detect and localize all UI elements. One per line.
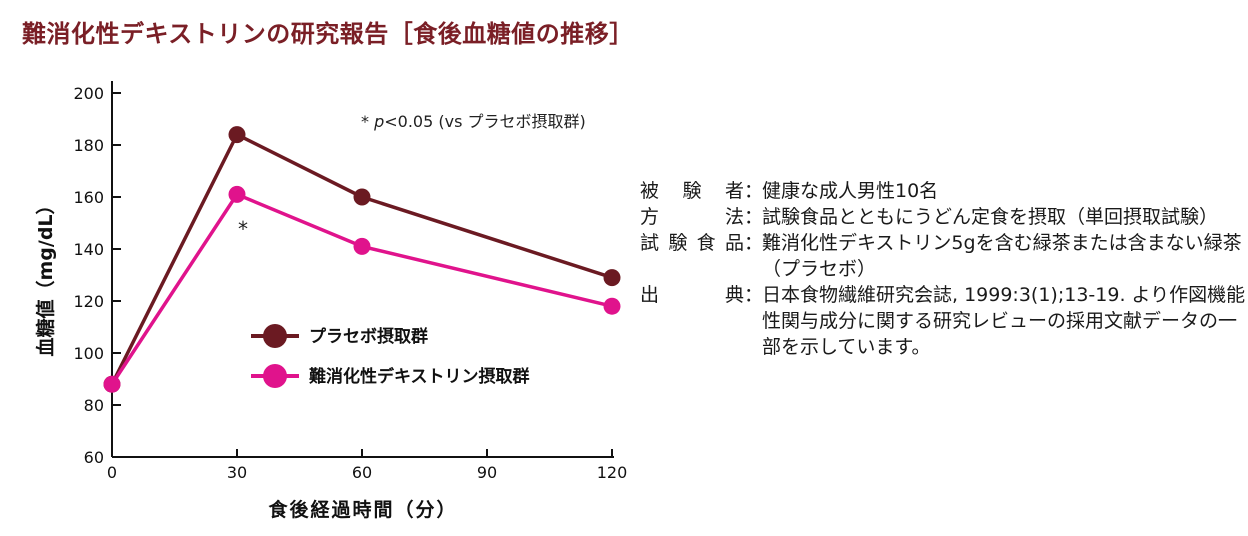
data-point xyxy=(228,126,246,144)
detail-row: 方法：試験食品とともにうどん定食を摂取（単回摂取試験） xyxy=(640,204,1246,230)
study-details: 被験者：健康な成人男性10名 方法：試験食品とともにうどん定食を摂取（単回摂取試験… xyxy=(640,178,1246,360)
y-tick-label: 60 xyxy=(84,448,104,467)
y-tick-label: 100 xyxy=(73,344,104,363)
detail-label: 出典 xyxy=(640,284,744,306)
detail-value: 難消化性デキストリン5gを含む緑茶または含まない緑茶（プラセボ） xyxy=(762,232,1242,280)
detail-value: 健康な成人男性10名 xyxy=(762,180,939,202)
chart-series xyxy=(103,126,621,393)
series-line xyxy=(110,132,613,385)
x-tick-label: 90 xyxy=(477,463,497,482)
significance-note-part: <0.05 (vs プラセボ摂取群) xyxy=(384,112,586,131)
x-axis-ticks: 0 30 60 90 120 xyxy=(107,449,627,482)
detail-row: 出典：日本食物繊維研究会誌, 1999:3(1);13-19. より作図機能性関… xyxy=(640,282,1246,360)
legend-swatch-marker xyxy=(263,364,287,388)
detail-label: 試験食品 xyxy=(640,232,744,254)
detail-row: 被験者：健康な成人男性10名 xyxy=(640,178,1246,204)
page-title: 難消化性デキストリンの研究報告［食後血糖値の推移］ xyxy=(22,20,634,48)
detail-label: 方法 xyxy=(640,206,744,228)
detail-value: 試験食品とともにうどん定食を摂取（単回摂取試験） xyxy=(762,206,1219,228)
y-tick-label: 180 xyxy=(73,136,104,155)
legend-swatch-marker xyxy=(263,324,287,348)
significance-note: * p<0.05 (vs プラセボ摂取群) xyxy=(361,112,586,131)
data-point xyxy=(353,188,371,206)
data-point xyxy=(603,297,621,315)
detail-value: 日本食物繊維研究会誌, 1999:3(1);13-19. より作図機能性関与成分… xyxy=(762,284,1246,358)
y-tick-label: 140 xyxy=(73,240,104,259)
detail-separator: ： xyxy=(744,206,764,228)
series-line xyxy=(110,192,613,386)
x-tick-label: 0 xyxy=(107,463,117,482)
significance-note-part: * xyxy=(361,112,374,131)
detail-row: 試験食品：難消化性デキストリン5gを含む緑茶または含まない緑茶（プラセボ） xyxy=(640,230,1246,282)
y-axis-ticks: 60 80 100 120 140 160 180 200 xyxy=(73,84,121,467)
x-tick-label: 120 xyxy=(597,463,628,482)
y-tick-label: 80 xyxy=(84,396,104,415)
x-tick-label: 30 xyxy=(227,463,247,482)
legend-label: 難消化性デキストリン摂取群 xyxy=(309,366,530,387)
line-chart: 60 80 100 120 140 160 180 200 0 30 60 90 120 プラセボ摂取… xyxy=(34,81,627,521)
y-tick-label: 200 xyxy=(73,84,104,103)
y-tick-label: 120 xyxy=(73,292,104,311)
data-point xyxy=(103,375,121,393)
detail-separator: ： xyxy=(744,232,764,254)
data-point xyxy=(353,237,371,255)
significance-note-part: p xyxy=(373,112,384,131)
x-tick-label: 60 xyxy=(352,463,372,482)
y-tick-label: 160 xyxy=(73,188,104,207)
detail-separator: ： xyxy=(744,180,764,202)
detail-label: 被験者 xyxy=(640,180,744,202)
legend-label: プラセボ摂取群 xyxy=(309,326,428,347)
significance-marker: * xyxy=(238,217,248,241)
data-point xyxy=(228,185,246,203)
detail-separator: ： xyxy=(744,284,764,306)
x-axis-label: 食後経過時間（分） xyxy=(268,498,457,521)
y-axis-label: 血糖値（mg/dL） xyxy=(34,195,57,356)
data-point xyxy=(603,269,621,287)
